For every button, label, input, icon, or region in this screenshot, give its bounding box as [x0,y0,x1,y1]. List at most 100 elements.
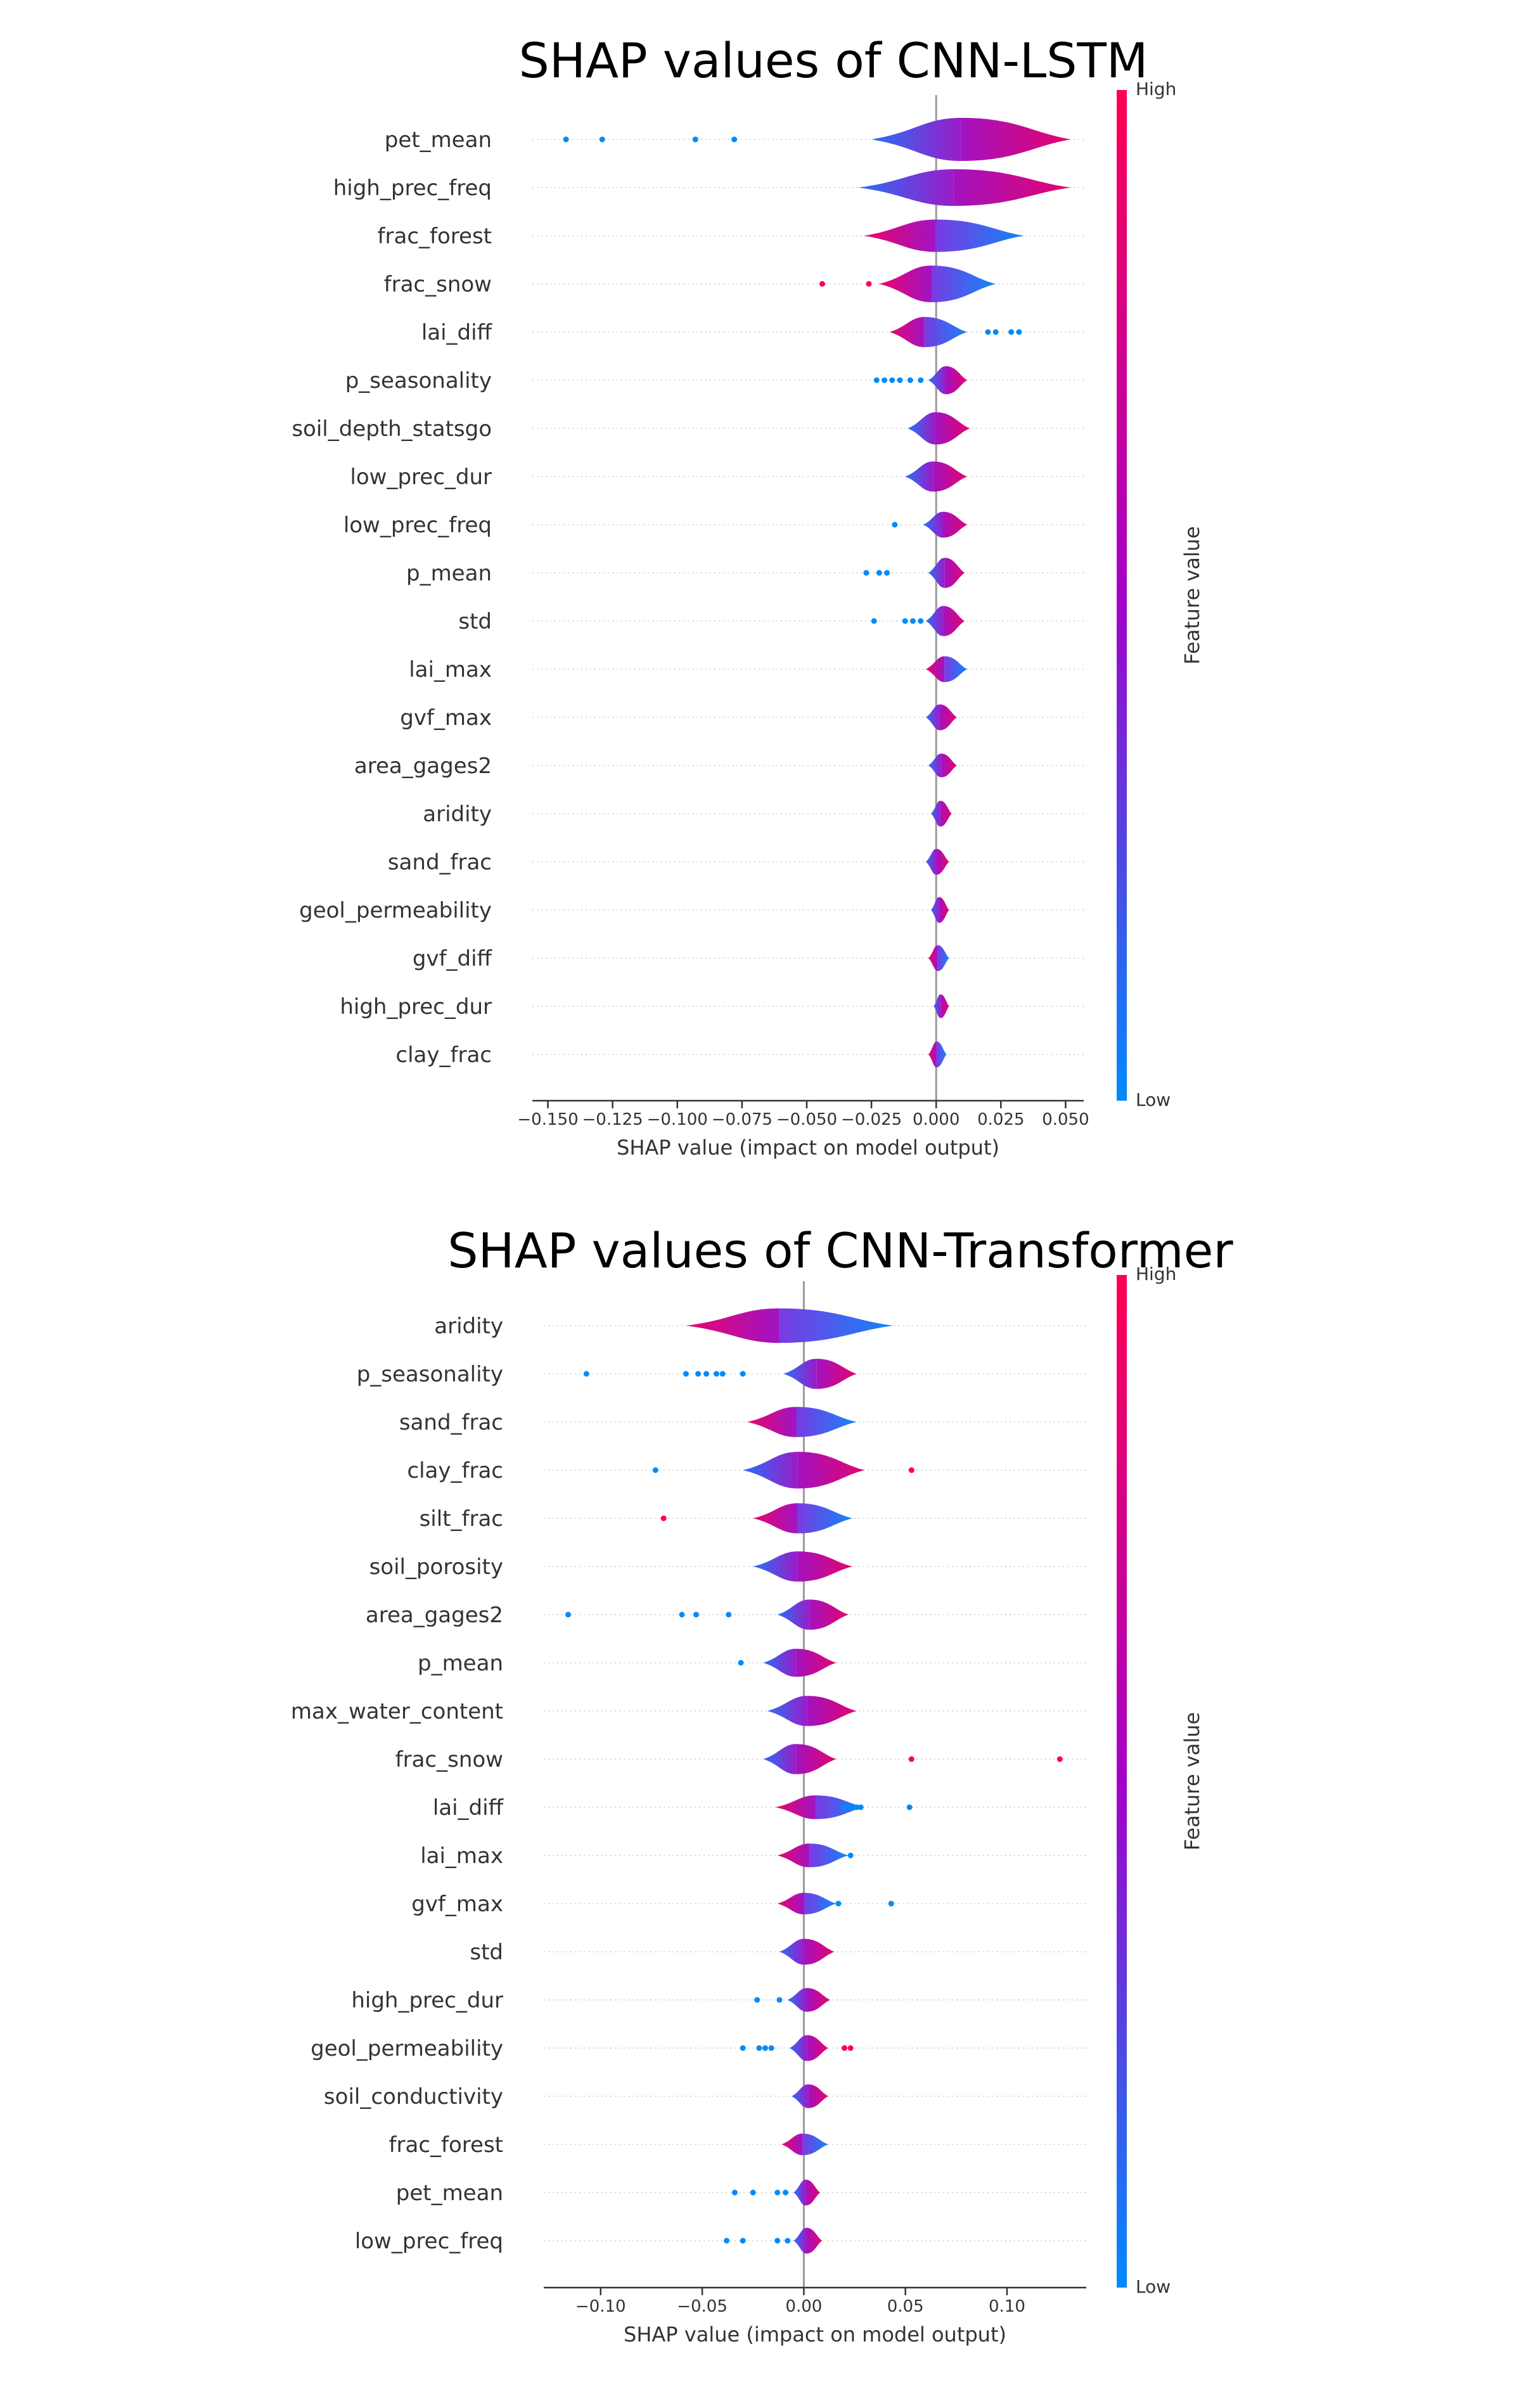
feature-label-lai_diff: lai_diff [421,320,493,345]
outlier-point-p_mean [876,570,882,576]
feature-label-aridity: aridity [423,802,492,827]
x-tick-label: 0.05 [887,2297,924,2316]
violin-aridity [686,1308,894,1343]
violin-sand_frac [747,1407,857,1437]
colorbar-gradient [1117,1275,1127,2288]
violin-low_prec_freq [923,511,968,538]
outlier-point-low_prec_freq [724,2238,730,2244]
violin-p_mean [763,1648,837,1677]
feature-label-frac_snow: frac_snow [395,1747,503,1772]
violin-frac_forest [863,219,1025,252]
colorbar: High Low Feature value [1117,79,1204,1110]
feature-label-p_mean: p_mean [406,561,492,586]
outlier-point-frac_snow [1056,1756,1063,1762]
x-tick-label: −0.05 [677,2297,728,2316]
colorbar-title: Feature value [1180,526,1204,665]
violin-soil_depth_statsgo [908,412,970,445]
violin-pet_mean [793,2179,821,2206]
outlier-point-p_mean [863,570,870,576]
feature-label-lai_max: lai_max [409,657,492,682]
x-tick-label: −0.125 [582,1110,643,1129]
feature-label-gvf_max: gvf_max [400,705,492,731]
outlier-point-pet_mean [731,2189,738,2196]
feature-label-clay_frac: clay_frac [395,1042,492,1068]
outlier-point-p_seasonality [881,377,887,383]
violin-sand_frac [925,849,949,875]
colorbar-title: Feature value [1180,1712,1204,1851]
x-tick-label: 0.050 [1042,1110,1089,1129]
outlier-point-p_mean [884,570,890,576]
feature-label-lai_diff: lai_diff [433,1795,504,1821]
colorbar-high-label: High [1136,1264,1176,1284]
feature-label-max_water_content: max_water_content [291,1699,503,1724]
violin-lai_max [777,1843,849,1867]
chart-title: SHAP values of CNN-Transformer [447,1222,1233,1279]
outlier-point-lai_diff [1008,329,1015,335]
feature-label-area_gages2: area_gages2 [354,753,492,779]
outlier-point-geol_permeability [841,2045,847,2051]
outlier-point-pet_mean [599,136,605,143]
x-tick-label: −0.075 [712,1110,773,1129]
outlier-point-frac_snow [866,281,872,287]
panel-cnn-lstm: SHAP values of CNN-LSTM pet_mean high_prec… [292,32,1204,1160]
violin-area_gages2 [928,753,957,778]
outlier-point-lai_diff [992,329,999,335]
x-tick-label: −0.050 [776,1110,837,1129]
outlier-point-clay_frac [908,1467,915,1473]
colorbar-gradient [1117,90,1127,1101]
outlier-point-p_seasonality [873,377,880,383]
violin-p_seasonality [783,1359,857,1389]
feature-label-high_prec_dur: high_prec_dur [340,994,492,1020]
violin-lai_max [925,656,968,682]
violin-low_prec_freq [793,2227,823,2254]
x-axis-label: SHAP value (impact on model output) [624,2322,1006,2347]
feature-label-area_gages2: area_gages2 [366,1603,503,1628]
outlier-point-area_gages2 [565,1611,571,1618]
outlier-point-lai_max [847,1852,854,1859]
outlier-point-p_seasonality [907,377,913,383]
outlier-point-std [902,618,908,624]
outlier-point-p_seasonality [719,1371,726,1377]
outlier-point-low_prec_freq [774,2238,781,2244]
feature-label-p_seasonality: p_seasonality [345,368,492,394]
outlier-point-lai_diff [847,1804,854,1810]
outlier-point-geol_permeability [847,2045,854,2051]
x-tick-label: 0.10 [989,2297,1025,2316]
outlier-point-frac_snow [908,1756,915,1762]
chart-title: SHAP values of CNN-LSTM [519,32,1148,89]
violin-std [925,606,965,636]
outlier-point-lai_diff [1016,329,1022,335]
outlier-point-lai_diff [854,1804,860,1810]
outlier-point-pet_mean [750,2189,756,2196]
outlier-point-area_gages2 [726,1611,732,1618]
outlier-point-geol_permeability [762,2045,768,2051]
x-tick-label: 0.025 [977,1110,1024,1129]
violin-soil_conductivity [792,2084,828,2108]
feature-label-lai_max: lai_max [420,1843,503,1869]
violin-gvf_diff [928,945,949,971]
feature-label-std: std [458,609,492,634]
x-tick-label: −0.150 [517,1110,578,1129]
feature-label-geol_permeability: geol_permeability [311,2036,503,2061]
feature-label-p_mean: p_mean [418,1651,503,1676]
feature-label-aridity: aridity [434,1314,503,1339]
outlier-point-pet_mean [692,136,698,143]
feature-label-clay_frac: clay_frac [407,1458,503,1483]
feature-label-high_prec_dur: high_prec_dur [351,1988,503,2013]
outlier-point-p_mean [738,1660,744,1666]
outlier-point-std [909,618,916,624]
violin-high_prec_freq [858,169,1071,206]
outlier-point-low_prec_freq [740,2238,746,2244]
feature-label-soil_conductivity: soil_conductivity [324,2084,503,2110]
outlier-point-p_seasonality [703,1371,709,1377]
outlier-point-pet_mean [563,136,569,143]
violin-high_prec_dur [787,1988,831,2012]
outlier-point-area_gages2 [693,1611,699,1618]
colorbar: High Low Feature value [1117,1264,1204,2297]
violin-lai_diff [775,1795,865,1819]
outlier-point-std [871,618,877,624]
feature-label-frac_forest: frac_forest [378,224,492,249]
x-tick-label: −0.025 [841,1110,902,1129]
violin-p_seasonality [928,366,968,395]
outlier-point-area_gages2 [679,1611,685,1618]
